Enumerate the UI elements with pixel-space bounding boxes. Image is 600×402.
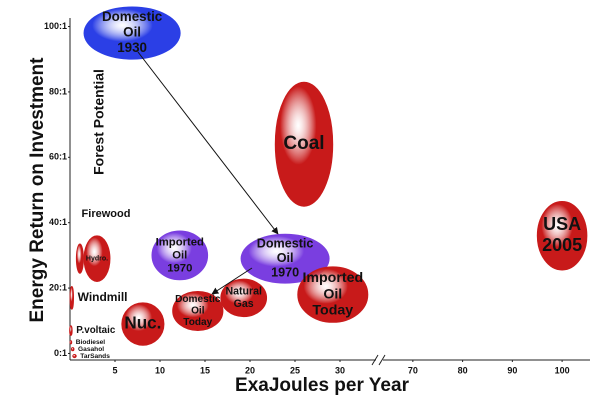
annotation: Firewood <box>82 208 131 220</box>
bubble <box>69 325 73 336</box>
y-tick-label: 20:1 <box>49 282 67 292</box>
bubble-label: 2005 <box>542 235 582 255</box>
annotation: Forest Potential <box>91 69 107 175</box>
bubble <box>83 6 181 60</box>
bubble <box>75 243 84 274</box>
x-tick-label: 70 <box>408 365 418 375</box>
bubble-label: Oil <box>323 286 342 302</box>
bubble-label: Imported <box>302 270 363 286</box>
bubble <box>72 354 77 359</box>
bubble-label: Nuc. <box>124 314 161 333</box>
x-tick-label: 90 <box>507 365 517 375</box>
bubble-label: Domestic <box>257 237 314 251</box>
bubble-label: 1970 <box>271 265 299 279</box>
x-tick-label: 5 <box>112 365 117 375</box>
x-tick-label: 10 <box>155 365 165 375</box>
bubble-label-outside: TarSands <box>80 353 110 360</box>
bubble-label: USA <box>543 214 581 234</box>
bubble-label: Domestic <box>175 294 221 305</box>
x-tick-label: 20 <box>245 365 255 375</box>
bubble-label: Oil <box>172 249 187 261</box>
y-tick-label: 60:1 <box>49 152 67 162</box>
x-tick-label: 30 <box>335 365 345 375</box>
axis-break <box>371 354 386 366</box>
bubble-label-outside: P.voltaic <box>76 325 116 336</box>
bubble-label: Domestic <box>102 9 163 24</box>
arrow <box>211 267 253 295</box>
arrow <box>137 51 279 235</box>
bubble <box>70 347 75 352</box>
bubble-label: Oil <box>123 25 141 40</box>
y-tick-label: 100:1 <box>44 21 67 31</box>
bubble-label: Hydro. <box>86 255 108 262</box>
bubble <box>536 201 588 271</box>
bubble-label: Oil <box>277 251 294 265</box>
bubble <box>172 290 224 331</box>
bubble-label-outside: Gasahol <box>78 346 104 353</box>
bubble-label: Oil <box>191 306 205 317</box>
x-axis-title: ExaJoules per Year <box>235 375 410 396</box>
x-tick-label: 80 <box>458 365 468 375</box>
bubble-label: Today <box>183 317 212 328</box>
bubble-label: Today <box>312 303 353 319</box>
bubble-label: Coal <box>283 133 324 154</box>
bubble-label: Gas <box>234 298 254 310</box>
y-tick-label: 40:1 <box>49 217 67 227</box>
bubble <box>274 81 334 207</box>
bubble-label: 1970 <box>167 262 192 274</box>
bubble-label: 1930 <box>117 40 147 55</box>
bubble <box>83 235 111 282</box>
bubble <box>151 230 209 281</box>
y-axis-title: Energy Return on Investment <box>27 57 48 323</box>
bubble <box>240 233 330 284</box>
bubble <box>69 286 74 310</box>
bubble <box>220 278 268 318</box>
bubbles: DomesticOil1930CoalUSA2005DomesticOil197… <box>69 6 588 360</box>
bubble-label: Imported <box>156 236 204 248</box>
bubble-label-outside: Biodiesel <box>76 339 105 346</box>
bubble-label: Natural <box>225 286 262 298</box>
bubble <box>121 302 165 346</box>
x-tick-label: 15 <box>200 365 210 375</box>
bubble-label-outside: Windmill <box>78 290 128 304</box>
y-tick-label: 80:1 <box>49 86 67 96</box>
y-tick-label: 0:1 <box>54 348 67 358</box>
x-tick-label: 25 <box>290 365 300 375</box>
bubble <box>69 340 73 345</box>
x-tick-label: 100 <box>555 365 570 375</box>
bubble <box>297 266 369 323</box>
